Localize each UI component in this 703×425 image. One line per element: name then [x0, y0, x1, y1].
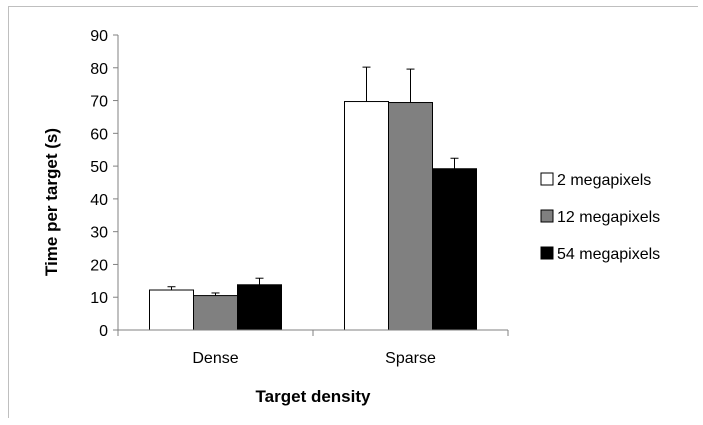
- y-tick-label: 0: [99, 323, 108, 340]
- y-tick-label: 50: [90, 159, 108, 176]
- chart-frame: [8, 6, 698, 418]
- category-labels: Dense Sparse: [192, 350, 436, 367]
- y-tick-label: 80: [90, 61, 108, 78]
- bar: [149, 289, 194, 331]
- bars: [149, 101, 477, 331]
- legend-label: 54 megapixels: [557, 246, 660, 263]
- legend-label: 12 megapixels: [557, 209, 660, 226]
- bar: [388, 102, 433, 331]
- error-bars: [167, 66, 459, 296]
- category-label: Sparse: [385, 350, 436, 367]
- legend-swatch: [540, 246, 554, 260]
- bar: [193, 295, 238, 331]
- y-tick-label: 20: [90, 257, 108, 274]
- bar: [432, 168, 477, 331]
- bar: [237, 284, 282, 331]
- bar: [344, 101, 389, 331]
- y-tick-label: 60: [90, 126, 108, 143]
- y-axis-ticks: 0 10 20 30 40 50 60 70 80 90: [90, 28, 118, 340]
- y-tick-label: 10: [90, 290, 108, 307]
- x-axis-ticks: [117, 330, 509, 336]
- legend-label: 2 megapixels: [557, 172, 651, 189]
- y-tick-label: 90: [90, 28, 108, 45]
- category-label: Dense: [192, 350, 238, 367]
- y-tick-label: 40: [90, 192, 108, 209]
- legend-swatch: [540, 209, 554, 223]
- y-tick-label: 70: [90, 94, 108, 111]
- legend-swatch: [540, 172, 554, 186]
- y-axis-title: Time per target (s): [42, 128, 61, 276]
- x-axis-title: Target density: [256, 387, 371, 406]
- y-tick-label: 30: [90, 225, 108, 242]
- legend: 2 megapixels 12 megapixels 54 megapixels: [540, 172, 660, 263]
